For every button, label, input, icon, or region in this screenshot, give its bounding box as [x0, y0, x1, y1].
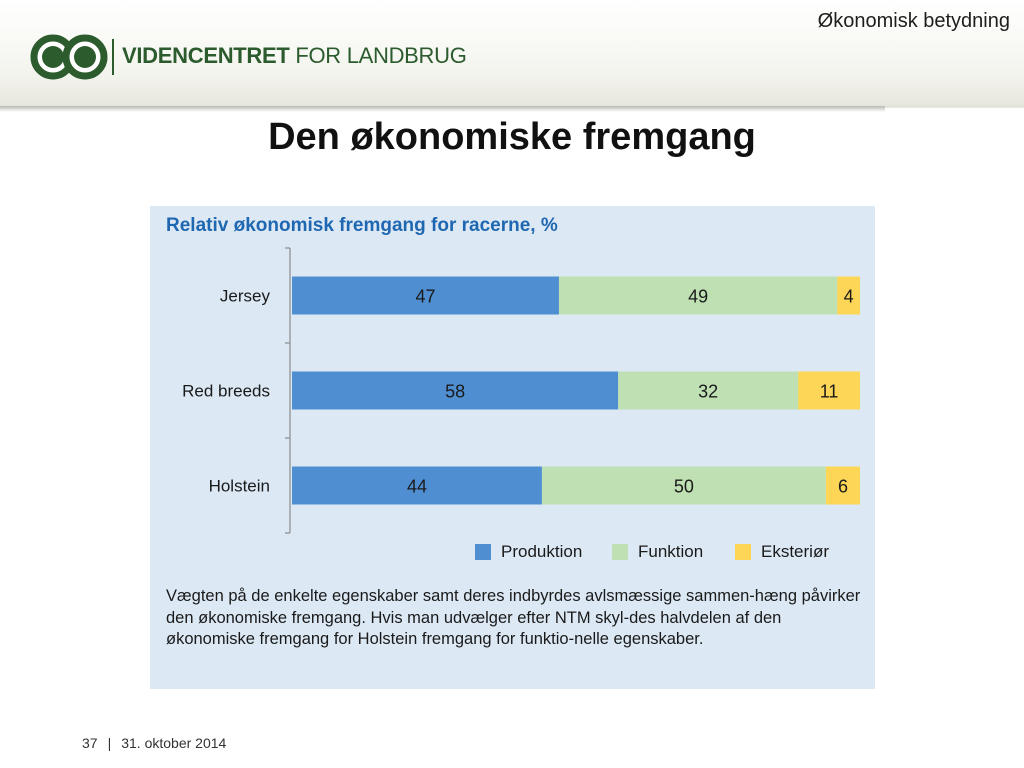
footer-separator: |	[107, 735, 112, 751]
data-label: 47	[415, 287, 435, 307]
footer: 37 | 31. oktober 2014	[82, 735, 226, 751]
chart-note: Vægten på de enkelte egenskaber samt der…	[166, 587, 861, 648]
header-band	[0, 0, 1024, 106]
category-label: Holstein	[209, 477, 270, 496]
legend-swatch	[735, 544, 751, 560]
data-label: 49	[688, 287, 708, 307]
header-shadow	[0, 106, 885, 112]
logo-wordmark: VIDENCENTRET FOR LANDBRUG	[122, 43, 467, 69]
page-title: Den økonomiske fremgang	[268, 116, 756, 158]
legend-label: Produktion	[501, 542, 582, 561]
footer-date: 31. oktober 2014	[121, 735, 227, 751]
category-label: Red breeds	[182, 382, 270, 401]
bar-segment	[837, 276, 860, 315]
data-label: 44	[407, 477, 427, 497]
stacked-bar-chart: Jersey 47 49 4 Red breeds 58 32 11 Holstein 44 50 6…	[182, 247, 860, 561]
logo-wordmark-bold: VIDENCENTRET	[122, 43, 290, 68]
data-label: 50	[674, 477, 694, 497]
bar-segment	[292, 371, 619, 410]
page-number: 37	[82, 735, 98, 751]
category-label: Jersey	[220, 287, 271, 306]
chart-panel: Relativ økonomisk fremgang for racerne, …	[150, 206, 875, 689]
logo-rings-icon	[30, 34, 108, 80]
data-label: 11	[820, 382, 839, 402]
legend-label: Eksteriør	[761, 542, 829, 561]
chart-title: Relativ økonomisk fremgang for racerne, …	[166, 215, 558, 236]
header-shadow	[885, 106, 1024, 109]
bar-segment	[292, 276, 559, 315]
bar-segment	[541, 466, 826, 505]
logo-divider	[112, 39, 114, 75]
legend-swatch	[475, 544, 491, 560]
data-label: 32	[698, 382, 718, 402]
bar-segment	[825, 466, 860, 505]
data-label: 6	[838, 477, 848, 497]
bar-segment	[558, 276, 838, 315]
data-label: 58	[445, 382, 465, 402]
section-title: Økonomisk betydning	[817, 10, 1010, 32]
logo: VIDENCENTRET FOR LANDBRUG	[30, 34, 467, 80]
legend-label: Funktion	[638, 542, 703, 561]
logo-wordmark-normal: FOR LANDBRUG	[289, 43, 467, 68]
legend-swatch	[612, 544, 628, 560]
bar-segment	[798, 371, 860, 410]
bar-segment	[292, 466, 542, 505]
bar-segment	[618, 371, 799, 410]
data-label: 4	[844, 287, 854, 307]
